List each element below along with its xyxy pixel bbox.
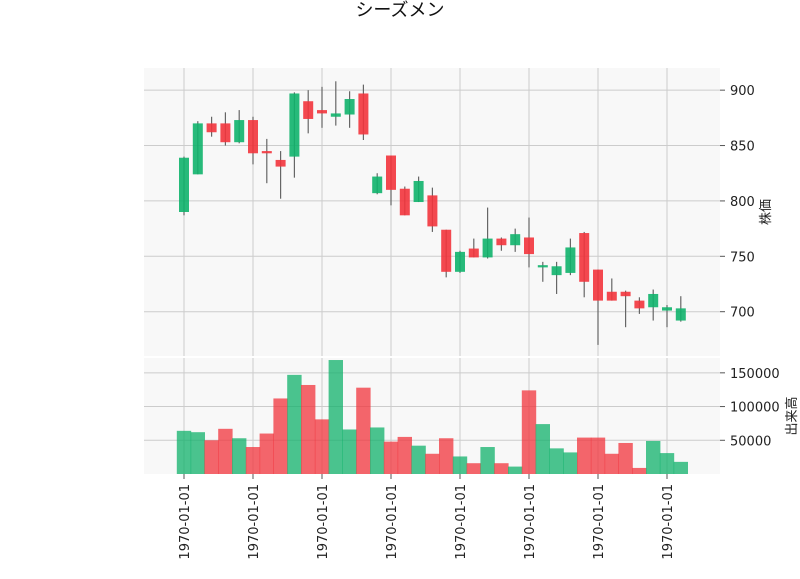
candle-body — [524, 237, 534, 255]
volume-bar — [232, 438, 247, 474]
candle-body — [675, 308, 686, 321]
candle-body — [372, 176, 383, 194]
candle-body — [634, 300, 645, 309]
price-y-tick-label: 850 — [730, 140, 755, 155]
volume-bar — [328, 360, 343, 474]
candle-body — [468, 248, 479, 258]
x-tick-label: 1970-01-01 — [523, 484, 538, 560]
candle-body — [386, 155, 396, 190]
candle-body — [206, 123, 217, 133]
volume-bar — [535, 424, 550, 474]
candle-body — [344, 99, 355, 115]
candle-body — [579, 233, 590, 282]
candle-body — [330, 113, 341, 117]
volume-bar — [176, 430, 192, 474]
candle-body — [234, 120, 245, 143]
candle-body — [482, 238, 493, 258]
candle-body — [179, 157, 189, 212]
candle-body — [537, 265, 548, 268]
candle-body — [593, 269, 603, 301]
volume-y-tick-label: 150000 — [730, 367, 780, 382]
candle-body — [565, 247, 576, 273]
price-y-tick-label: 800 — [730, 195, 755, 210]
volume-bar — [590, 437, 606, 474]
candle-body — [192, 123, 203, 175]
candle-body — [427, 195, 438, 227]
x-tick-label: 1970-01-01 — [592, 484, 607, 560]
volume-axis-label: 出来高 — [784, 396, 800, 435]
volume-bar — [287, 374, 302, 474]
candle-body — [441, 229, 452, 272]
volume-y-tick-label: 50000 — [730, 434, 771, 449]
axis-labels: 1970-01-01 1970-01-01 1970-01-01 1970-01-01… — [178, 84, 800, 559]
price-y-tick-label: 900 — [730, 84, 755, 99]
candle-body — [220, 123, 231, 143]
volume-bar — [673, 461, 688, 474]
volume-bar — [411, 445, 426, 474]
volume-bar — [218, 428, 233, 474]
volume-bar — [314, 419, 330, 474]
volume-bar — [521, 390, 537, 474]
candle-body — [261, 151, 272, 154]
candle-body — [413, 180, 424, 203]
x-tick-label: 1970-01-01 — [178, 484, 193, 560]
volume-bar — [190, 432, 205, 474]
volume-bar — [659, 453, 675, 474]
x-tick-label: 1970-01-01 — [247, 484, 262, 560]
price-y-tick-label: 700 — [730, 306, 755, 321]
volume-bar — [425, 453, 440, 474]
price-axis-label: 株価 — [759, 199, 774, 225]
price-y-tick-label: 750 — [730, 250, 755, 265]
x-tick-label: 1970-01-01 — [316, 484, 331, 560]
volume-bar — [577, 437, 592, 474]
candle-body — [399, 188, 410, 216]
candle-body — [551, 266, 562, 276]
candlesticks — [179, 81, 686, 345]
candle-body — [275, 159, 286, 167]
volume-bar — [439, 438, 454, 474]
chart-title: シーズメン — [355, 0, 445, 21]
volume-bars — [176, 360, 688, 474]
candle-body — [358, 93, 369, 135]
candle-body — [317, 110, 327, 114]
volume-bar — [646, 440, 661, 474]
candle-body — [455, 251, 465, 272]
volume-bar — [383, 441, 399, 474]
volume-bar — [563, 452, 578, 474]
volume-bar — [618, 442, 633, 474]
volume-bar — [342, 429, 357, 474]
x-tick-label: 1970-01-01 — [454, 484, 469, 560]
x-tick-label: 1970-01-01 — [385, 484, 400, 560]
volume-y-tick-label: 100000 — [730, 401, 780, 416]
candle-body — [496, 238, 507, 246]
volume-bar — [356, 387, 371, 474]
candle-body — [620, 291, 631, 297]
candle-body — [289, 93, 300, 157]
volume-bar — [549, 448, 564, 474]
volume-bar — [508, 466, 523, 474]
candle-body — [606, 291, 617, 301]
volume-bar — [480, 447, 495, 474]
volume-bar — [259, 433, 274, 474]
volume-bar — [204, 440, 219, 474]
volume-bar — [370, 427, 385, 474]
candle-body — [303, 101, 314, 119]
volume-bar — [632, 467, 647, 474]
candle-body — [510, 234, 521, 246]
x-tick-label: 1970-01-01 — [661, 484, 676, 560]
volume-bar — [245, 447, 261, 474]
volume-bar — [397, 436, 412, 474]
volume-bar — [494, 463, 509, 474]
candle-body — [648, 293, 659, 308]
volume-bar — [301, 384, 316, 474]
volume-bar — [452, 456, 468, 474]
volume-bar — [604, 453, 619, 474]
volume-bar — [466, 463, 481, 474]
candle-body — [662, 307, 672, 311]
candle-body — [248, 120, 258, 154]
volume-bar — [273, 398, 288, 474]
